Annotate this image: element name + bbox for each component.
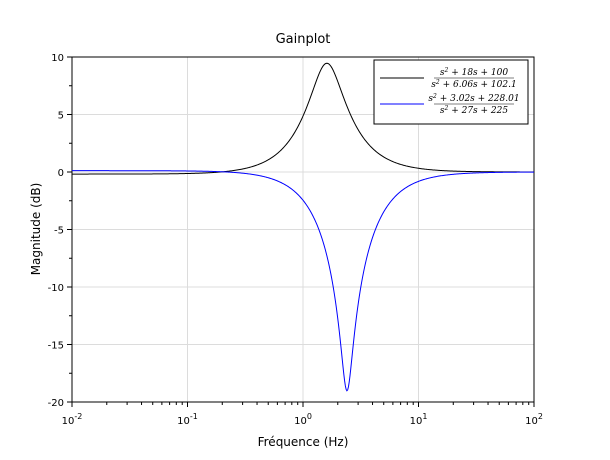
series-lines bbox=[72, 62, 534, 392]
x-tick-label: 10-1 bbox=[177, 412, 198, 427]
chart-title: Gainplot bbox=[276, 32, 331, 47]
y-tick-label: 5 bbox=[58, 111, 64, 122]
legend-den-1: s2 + 6.06s + 102.1 bbox=[431, 79, 516, 90]
y-tick-label: -5 bbox=[54, 226, 64, 237]
legend-box bbox=[373, 59, 529, 125]
legend-num-2: s2 + 3.02s + 228.01 bbox=[428, 93, 519, 104]
x-tick-label: 10-2 bbox=[62, 412, 83, 427]
x-tick-label: 100 bbox=[294, 412, 312, 427]
series-line-2 bbox=[72, 170, 534, 392]
axis-ticks: 10-2 10-1 100 101 102 10 5 0 -5 -10 -15 -20 bbox=[48, 53, 543, 427]
series-line-1 bbox=[72, 62, 534, 175]
y-tick-label: 0 bbox=[58, 168, 64, 179]
x-tick-label: 102 bbox=[525, 412, 543, 427]
y-axis-label: Magnitude (dB) bbox=[29, 183, 43, 276]
y-tick-label: -20 bbox=[48, 398, 64, 409]
y-tick-label: -10 bbox=[48, 283, 64, 294]
legend-den-2: s2 + 27s + 225 bbox=[440, 105, 509, 116]
x-axis-label: Fréquence (Hz) bbox=[258, 435, 349, 449]
y-tick-label: 10 bbox=[51, 53, 64, 64]
x-tick-label: 101 bbox=[410, 412, 428, 427]
legend-num-1: s2 + 18s + 100 bbox=[440, 67, 509, 78]
y-tick-label: -15 bbox=[48, 341, 64, 352]
